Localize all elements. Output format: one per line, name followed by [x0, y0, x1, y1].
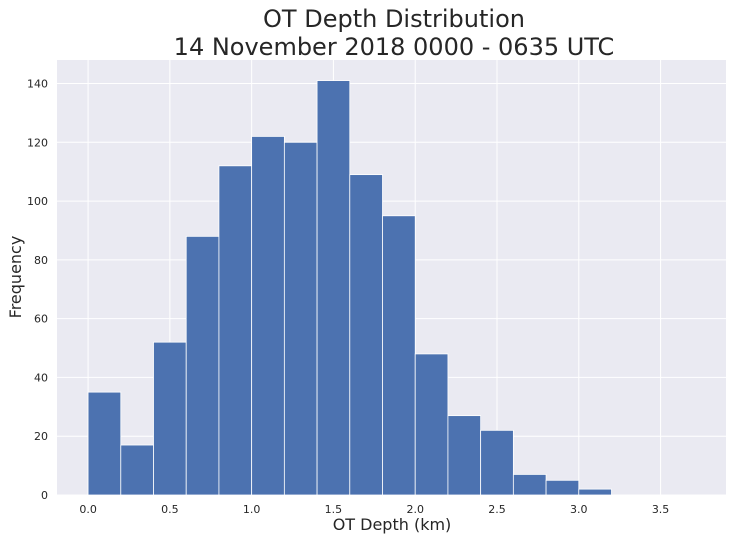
x-tick-label: 1.5 [325, 503, 343, 516]
y-axis-label: Frequency [6, 236, 25, 319]
chart-title-line-2: 14 November 2018 0000 - 0635 UTC [174, 33, 615, 61]
y-tick-labels: 0 20 40 60 80 100 120 140 [27, 78, 48, 502]
x-tick-labels: 0.0 0.5 1.0 1.5 2.0 2.5 3.0 3.5 [79, 503, 669, 516]
y-tick-label: 0 [41, 489, 48, 502]
histogram-bar [251, 136, 285, 496]
x-tick-label: 2.5 [488, 503, 506, 516]
x-tick-label: 3.5 [652, 503, 670, 516]
y-tick-label: 40 [34, 371, 48, 384]
histogram-bar [512, 474, 547, 496]
histogram-bar [545, 479, 580, 496]
histogram-bar [414, 353, 449, 496]
x-tick-label: 3.0 [570, 503, 588, 516]
histogram-bar [153, 341, 187, 496]
y-tick-label: 140 [27, 78, 48, 91]
histogram-bar [447, 415, 482, 496]
y-tick-label: 60 [34, 313, 48, 326]
histogram-bar [480, 429, 514, 496]
x-tick-label: 1.0 [243, 503, 261, 516]
histogram-bar [349, 174, 383, 496]
y-tick-label: 80 [34, 254, 48, 267]
histogram-bar [316, 80, 351, 496]
histogram-bar [87, 391, 122, 496]
x-axis-label: OT Depth (km) [333, 515, 452, 534]
x-tick-label: 0.5 [161, 503, 179, 516]
histogram-bar [578, 488, 612, 496]
histogram-bar [382, 215, 416, 496]
y-tick-label: 20 [34, 430, 48, 443]
x-tick-label: 0.0 [79, 503, 97, 516]
bars [87, 80, 612, 496]
histogram-bar [120, 444, 154, 496]
x-tick-label: 2.0 [406, 503, 424, 516]
y-tick-label: 120 [27, 136, 48, 149]
histogram-bar [283, 141, 318, 496]
histogram-bar [185, 235, 220, 496]
y-tick-label: 100 [27, 195, 48, 208]
histogram-bar [218, 165, 253, 496]
chart-title-line-1: OT Depth Distribution [263, 5, 525, 33]
